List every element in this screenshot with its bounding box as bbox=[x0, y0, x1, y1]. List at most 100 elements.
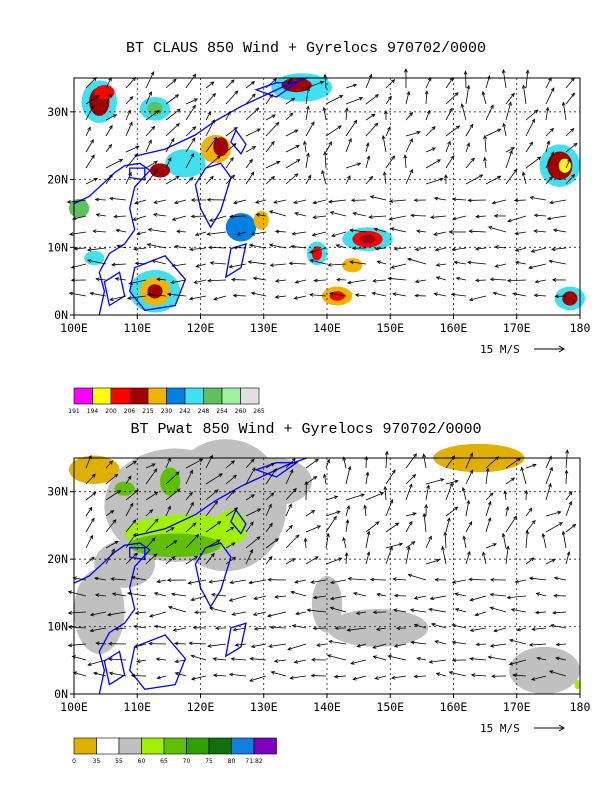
wind-arrowhead bbox=[531, 118, 536, 123]
wind-arrowhead bbox=[190, 654, 195, 659]
wind-vector bbox=[465, 157, 475, 169]
wind-arrowhead bbox=[451, 623, 456, 628]
wind-arrowhead bbox=[566, 550, 571, 556]
wind-vector bbox=[117, 245, 127, 249]
wind-vector bbox=[405, 138, 413, 153]
wind-arrowhead bbox=[393, 593, 399, 598]
wind-vector bbox=[465, 470, 474, 485]
wind-arrowhead bbox=[491, 200, 496, 205]
wind-arrowhead bbox=[274, 295, 279, 299]
wind-arrowhead bbox=[369, 195, 375, 199]
wind-arrowhead bbox=[146, 243, 152, 247]
wind-arrowhead bbox=[132, 217, 137, 221]
wind-arrowhead bbox=[255, 107, 260, 112]
wind-vector bbox=[445, 141, 451, 153]
wind-vector bbox=[153, 199, 167, 204]
wind-vector bbox=[265, 78, 277, 89]
wind-vector bbox=[452, 198, 467, 201]
wind-vector bbox=[405, 541, 415, 549]
wind-arrowhead bbox=[338, 557, 343, 562]
wind-arrowhead bbox=[192, 73, 197, 78]
wind-arrowhead bbox=[388, 216, 393, 221]
wind-vector bbox=[525, 118, 535, 137]
wind-vector bbox=[125, 145, 140, 153]
wind-vector bbox=[165, 556, 176, 565]
wind-arrowhead bbox=[156, 675, 161, 680]
wind-arrowhead bbox=[450, 155, 455, 160]
wind-vector bbox=[425, 77, 432, 89]
wind-vector bbox=[370, 195, 387, 201]
wind-vector bbox=[415, 279, 427, 283]
wind-vector bbox=[285, 159, 300, 169]
wind-vector bbox=[565, 128, 574, 137]
wind-vector bbox=[125, 533, 137, 549]
wind-arrowhead bbox=[372, 645, 377, 649]
wind-arrowhead bbox=[454, 92, 459, 97]
wind-vector bbox=[129, 279, 147, 285]
coastline-island bbox=[230, 508, 247, 535]
wind-vector bbox=[105, 174, 113, 185]
colorbar-label: 200 bbox=[105, 408, 117, 415]
wind-vector bbox=[565, 142, 578, 153]
wind-vector bbox=[465, 521, 473, 533]
wind-vector bbox=[484, 157, 487, 169]
wind-arrowhead bbox=[514, 248, 520, 252]
wind-arrowhead bbox=[316, 643, 321, 647]
wind-arrowhead bbox=[533, 293, 538, 298]
wind-vector bbox=[525, 507, 533, 517]
wind-vector bbox=[525, 557, 535, 565]
claus-colorbar: 191 194 200 206 215 230 242 248 254 260 265 bbox=[68, 387, 265, 415]
wind-arrowhead bbox=[410, 213, 415, 218]
wind-arrowhead bbox=[88, 506, 93, 511]
wind-arrowhead bbox=[109, 196, 114, 201]
wind-vector bbox=[105, 93, 112, 105]
wind-arrowhead bbox=[373, 227, 378, 232]
wind-vector bbox=[336, 244, 347, 249]
wind-vector bbox=[125, 475, 132, 485]
wind-vector bbox=[209, 215, 227, 222]
wind-vector bbox=[225, 542, 236, 549]
wind-vector bbox=[96, 278, 107, 281]
wind-arrowhead bbox=[208, 579, 213, 584]
wind-arrowhead bbox=[213, 136, 218, 141]
wind-vector bbox=[382, 135, 387, 153]
wind-vector bbox=[505, 516, 517, 533]
wind-vector bbox=[125, 122, 133, 137]
wind-arrowhead bbox=[460, 103, 465, 108]
wind-vector bbox=[268, 643, 287, 647]
colorbar-swatch bbox=[231, 737, 255, 755]
wind-arrowhead bbox=[312, 215, 317, 220]
wind-vector bbox=[112, 593, 127, 597]
wind-arrowhead bbox=[69, 232, 74, 236]
wind-vector bbox=[365, 94, 379, 105]
wind-vector bbox=[294, 212, 307, 217]
wind-vector bbox=[225, 175, 235, 185]
wind-arrowhead bbox=[108, 143, 113, 149]
wind-vector bbox=[125, 110, 131, 121]
wind-vector bbox=[325, 511, 340, 517]
coastline-island bbox=[254, 462, 299, 478]
wind-arrowhead bbox=[412, 474, 417, 479]
colorbar-swatch bbox=[166, 387, 186, 405]
wind-arrowhead bbox=[463, 70, 468, 75]
wind-arrowhead bbox=[549, 127, 555, 132]
wind-vector bbox=[209, 607, 227, 613]
wind-arrowhead bbox=[129, 502, 134, 507]
wind-arrowhead bbox=[291, 231, 296, 236]
wind-arrowhead bbox=[551, 247, 556, 251]
wind-vector bbox=[345, 494, 365, 501]
wind-vector bbox=[383, 172, 387, 185]
wind-arrowhead bbox=[428, 535, 432, 540]
wind-vector bbox=[285, 504, 292, 517]
wind-arrowhead bbox=[413, 623, 419, 628]
wind-arrowhead bbox=[555, 642, 560, 647]
wind-arrowhead bbox=[210, 592, 216, 597]
wind-arrowhead bbox=[170, 592, 176, 597]
wind-arrowhead bbox=[108, 93, 112, 98]
wind-vector bbox=[85, 77, 97, 89]
wind-vector bbox=[545, 87, 555, 105]
wind-vector bbox=[209, 579, 227, 583]
wind-arrowhead bbox=[474, 612, 479, 617]
wind-arrowhead bbox=[552, 278, 557, 282]
wind-vector bbox=[115, 627, 127, 630]
